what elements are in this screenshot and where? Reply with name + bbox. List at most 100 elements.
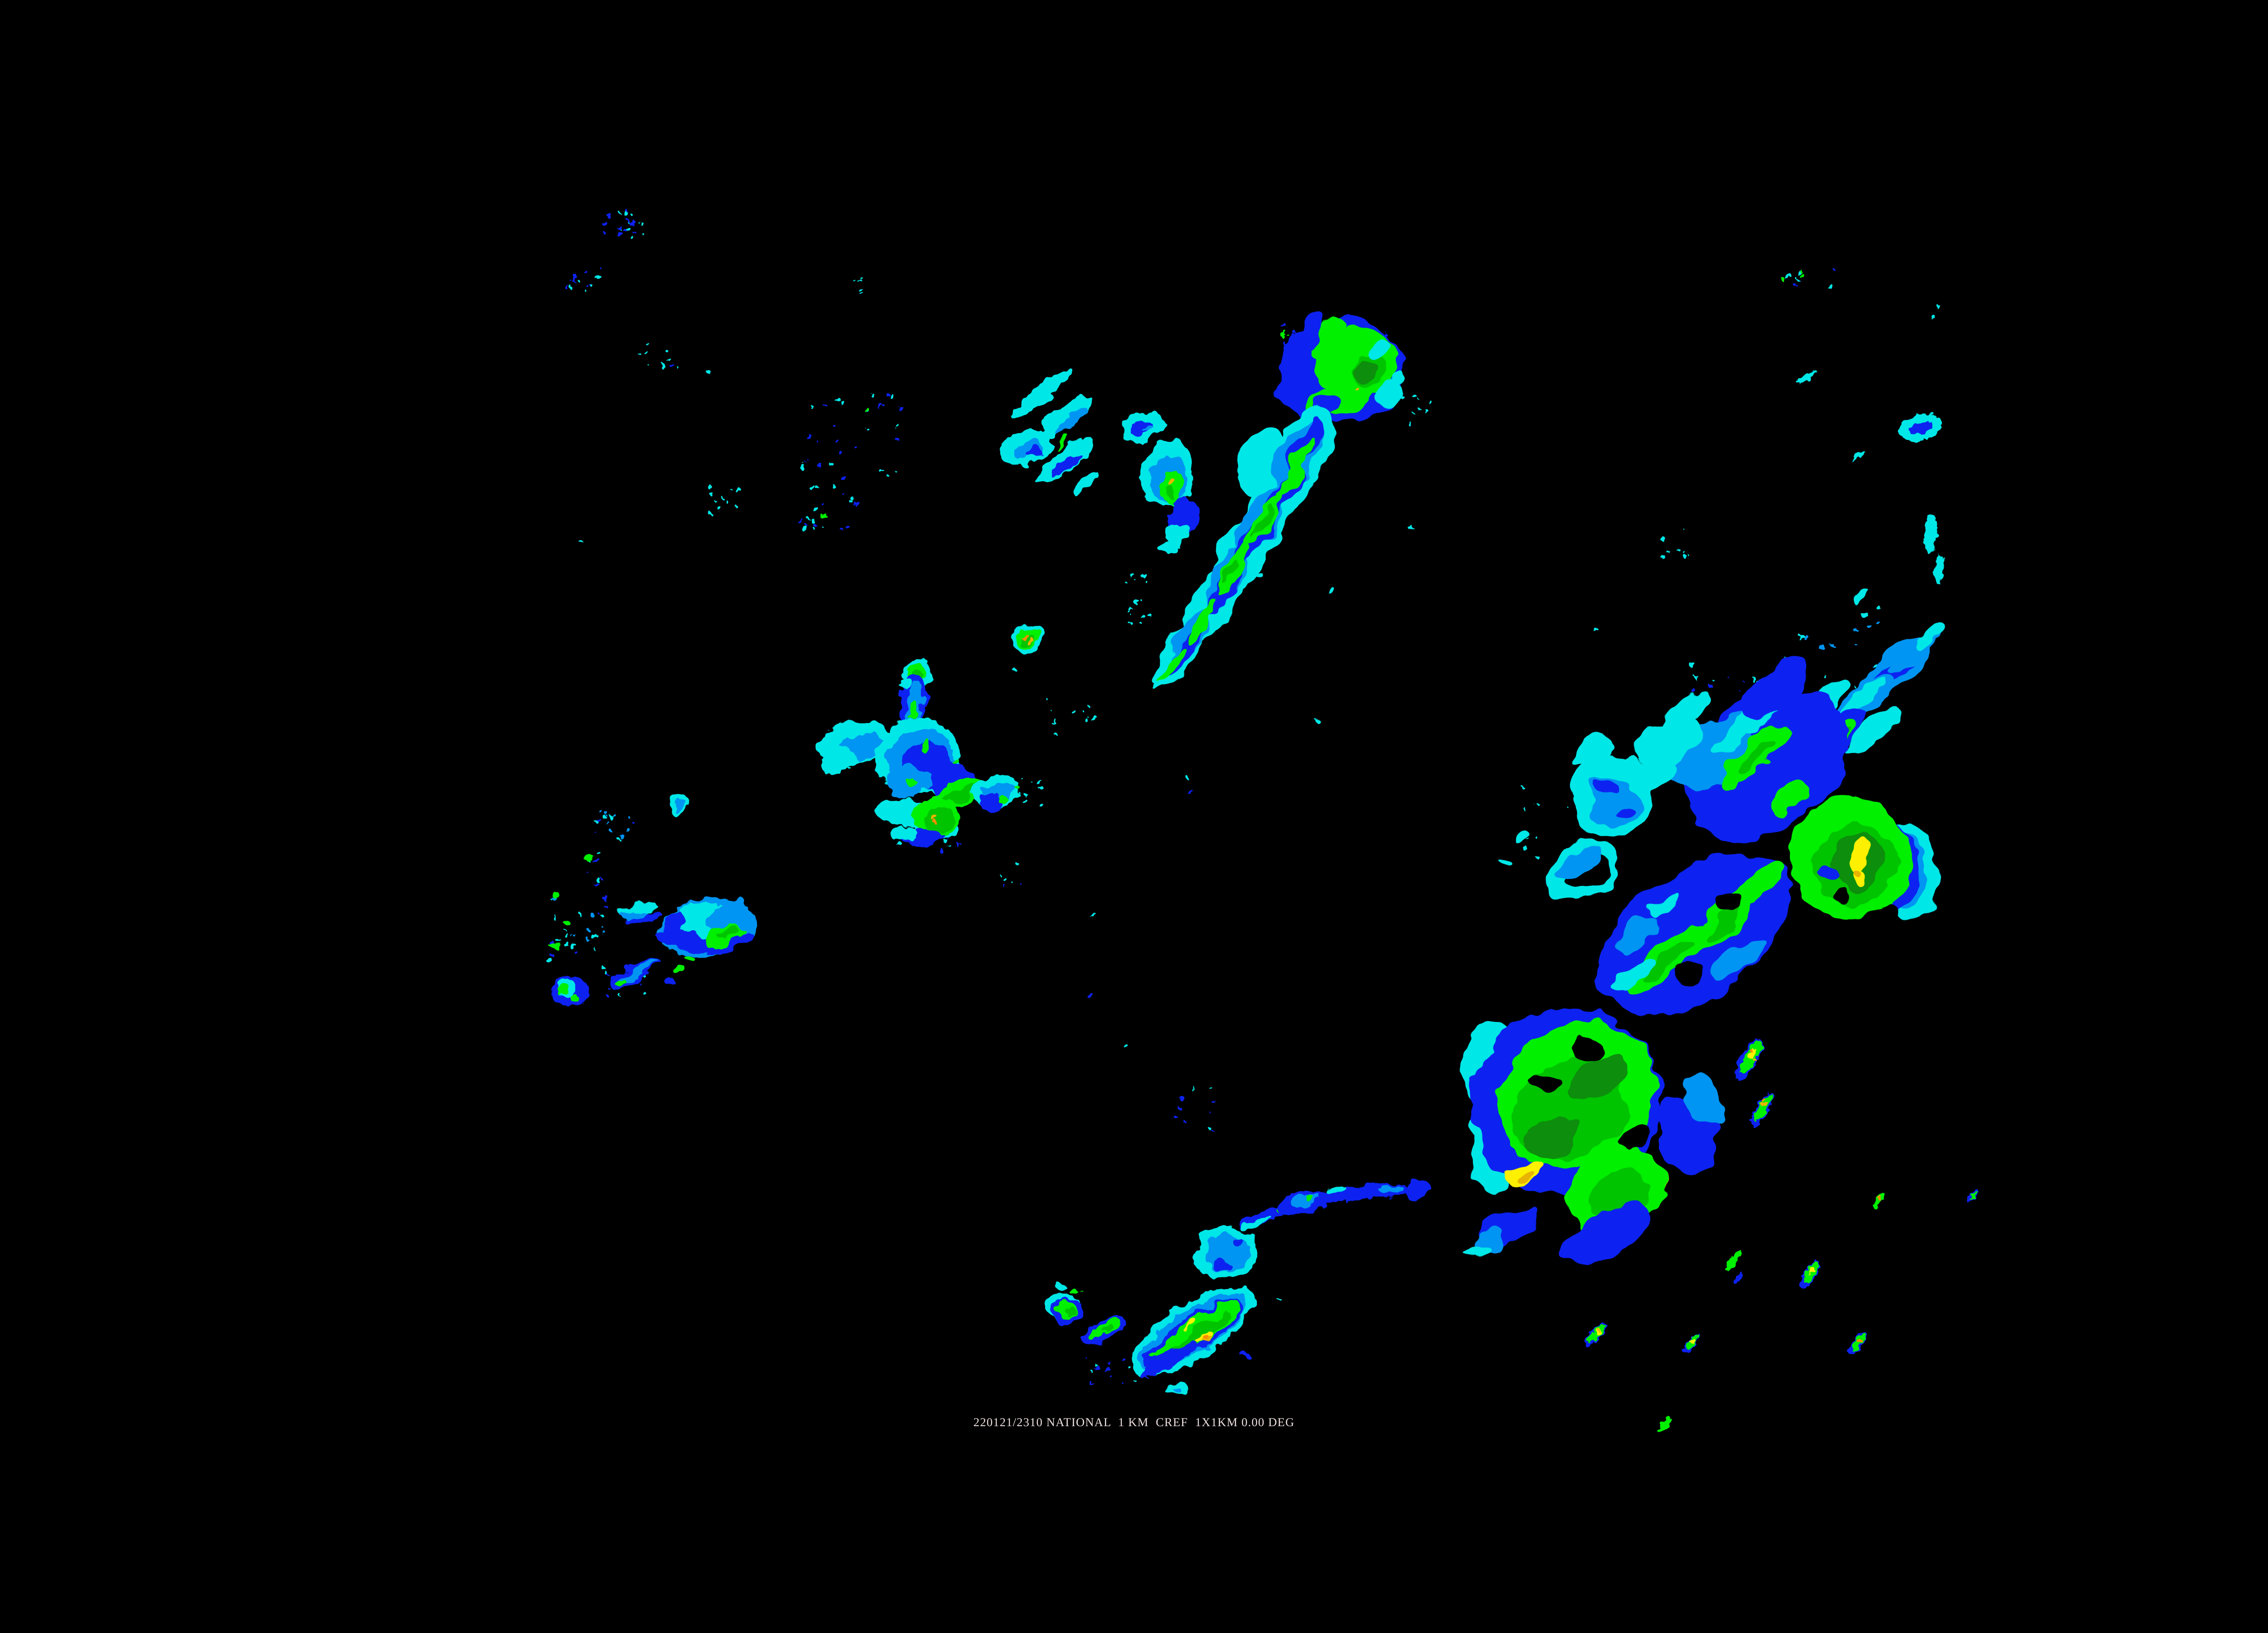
radar-echo [1147,582,1150,586]
radar-echo [568,279,572,282]
radar-echo [1824,675,1828,679]
radar-echo [1613,963,1648,991]
radar-echo [1168,484,1178,499]
radar-echo [1092,716,1097,721]
radar-echo [899,407,903,412]
radar-echo [686,956,694,962]
radar-echo [1179,1097,1183,1101]
radar-echo [550,953,554,957]
radar-echo [832,485,836,489]
radar-echo [1202,1335,1209,1341]
radar-echo [626,913,660,923]
radar-echo [822,501,825,504]
radar-echo [1801,274,1804,278]
radar-echo [726,501,729,504]
radar-echo [1105,1369,1109,1374]
radar-echo [1931,317,1935,320]
radar-echo [1429,402,1433,406]
radar-echo [564,942,568,946]
radar-echo [1786,273,1790,277]
radar-echo [1209,1087,1212,1090]
radar-echo [626,830,629,832]
radar-echo [1876,621,1880,626]
radar-echo [1738,662,1808,724]
radar-echo [1657,1417,1672,1433]
radar-echo [1590,1167,1650,1219]
radar-echo [1681,1075,1722,1126]
radar-echo [1687,553,1690,556]
radar-echo [1712,680,1715,682]
radar-echo [1408,526,1414,530]
radar-echo [1535,837,1538,840]
radar-echo [1867,623,1872,627]
radar-echo [1857,864,1865,873]
radar-echo [1277,1297,1283,1301]
radar-echo [671,364,674,367]
radar-echo [640,221,644,225]
radar-echo [900,682,912,690]
radar-echo [1282,335,1287,339]
radar-echo [706,370,711,374]
radar-echo [1212,1129,1216,1132]
radar-echo [572,934,575,937]
radar-echo [939,848,942,851]
radar-echo [1139,599,1142,603]
radar-echo [572,275,577,280]
radar-echo [1242,1217,1272,1229]
radar-echo [810,484,815,489]
radar-echo [1734,1272,1743,1284]
radar-echo [896,841,900,844]
radar-echo [1085,1355,1089,1358]
radar-echo [1803,635,1808,640]
radar-echo [1215,1258,1232,1269]
radar-echo [1567,1058,1624,1108]
radar-echo [1689,661,1694,666]
radar-echo [1085,992,1092,996]
radar-echo [1683,552,1686,554]
radar-echo [1592,627,1598,631]
radar-echo [851,497,855,500]
radar-echo [1039,393,1092,439]
echo-group-gG [1046,992,1434,1395]
radar-echo [621,960,657,983]
radar-echo [797,519,802,523]
radar-echo [1023,793,1027,797]
radar-echo [840,451,844,455]
radar-echo [1375,380,1402,405]
radar-echo [589,284,593,288]
radar-echo [641,234,645,237]
radar-echo [602,967,606,970]
radar-echo [1828,284,1833,288]
radar-echo [1836,677,1887,717]
radar-echo [1104,1366,1109,1370]
radar-echo [602,223,607,227]
radar-echo [860,288,864,290]
radar-echo [1796,370,1817,384]
radar-echo [866,430,870,432]
radar-echo [1614,807,1632,819]
radar-echo [1171,1386,1182,1393]
radar-echo [617,993,621,996]
radar-echo [1761,1101,1768,1106]
radar-echo [957,843,961,846]
radar-echo [617,226,621,230]
radar-echo [1015,861,1018,865]
radar-echo [586,284,588,288]
radar-echo [1466,1247,1484,1260]
radar-echo [859,279,863,283]
radar-echo [832,425,836,427]
radar-echo [596,883,599,885]
product-label: 220121/2310 NATIONAL 1 KM CREF 1X1KM 0.0… [973,1415,1295,1429]
radar-echo [1027,447,1041,456]
radar-echo [738,488,741,491]
radar-echo [1862,613,1868,617]
radar-echo [1055,435,1071,449]
radar-echo [1615,1124,1646,1148]
radar-echo [1725,1250,1741,1271]
radar-echo [1752,677,1756,681]
radar-echo [1188,790,1193,793]
radar-echo [1781,277,1785,282]
radar-echo [1087,715,1090,718]
radar-echo [1086,704,1090,707]
